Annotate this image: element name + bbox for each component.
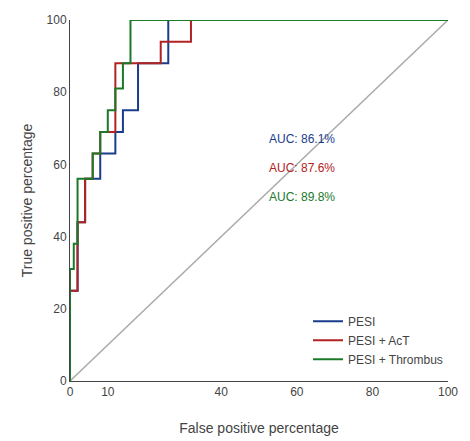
svg-text:PESI + Thrombus: PESI + Thrombus [348,353,443,367]
svg-text:AUC: 87.6%: AUC: 87.6% [269,161,335,175]
svg-text:PESI + AcT: PESI + AcT [348,334,410,348]
svg-text:40: 40 [53,230,67,244]
svg-text:PESI: PESI [348,315,375,329]
svg-text:0: 0 [67,385,74,399]
svg-text:60: 60 [53,158,67,172]
svg-text:AUC: 86.1%: AUC: 86.1% [269,132,335,146]
svg-text:False positive percentage: False positive percentage [179,420,339,436]
svg-text:80: 80 [53,85,67,99]
svg-text:100: 100 [47,13,67,27]
svg-text:AUC: 89.8%: AUC: 89.8% [269,190,335,204]
svg-text:10: 10 [101,385,115,399]
svg-text:40: 40 [215,385,229,399]
svg-text:80: 80 [366,385,380,399]
svg-text:0: 0 [60,374,67,388]
svg-text:20: 20 [53,302,67,316]
svg-text:100: 100 [438,385,458,399]
svg-text:True positive percentage: True positive percentage [19,124,35,278]
svg-text:60: 60 [290,385,304,399]
